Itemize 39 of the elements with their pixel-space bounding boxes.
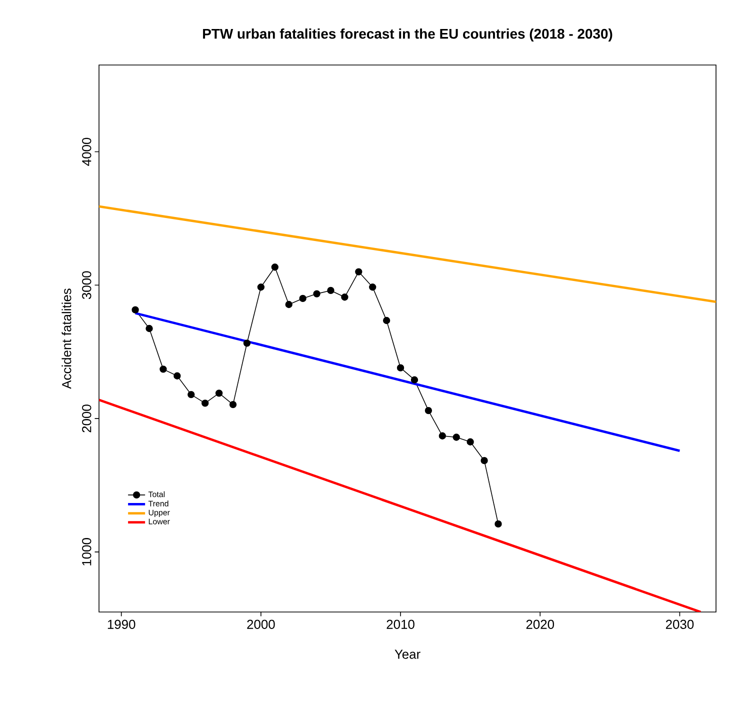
y-tick-label: 3000 (82, 271, 92, 300)
point (132, 306, 139, 314)
point (424, 406, 432, 414)
point (160, 366, 167, 373)
y-tick-label: 1000 (82, 538, 92, 566)
point (146, 324, 153, 332)
point (480, 456, 488, 464)
x-tick-label: 2010 (386, 620, 414, 629)
point (188, 390, 195, 398)
x-tick-label: 2000 (247, 620, 275, 629)
x-tick-label: 2030 (666, 620, 694, 629)
point (494, 520, 502, 528)
y-axis-title: Accident fatalities (62, 288, 72, 389)
point (341, 294, 348, 301)
point (202, 400, 209, 407)
point (466, 438, 474, 446)
x-tick-label: 1990 (108, 620, 136, 629)
point (271, 264, 278, 271)
point (243, 340, 251, 347)
point (410, 376, 418, 384)
point (452, 434, 460, 441)
x-axis-title: Year (394, 650, 420, 659)
point (174, 372, 181, 380)
point (382, 316, 390, 324)
point (229, 400, 237, 408)
chart-title: PTW urban fatalities forecast in the EU countries (2018 - 2030) (203, 28, 612, 42)
point (369, 284, 376, 291)
point (355, 268, 362, 276)
point (215, 390, 223, 397)
point (257, 284, 265, 291)
point (438, 432, 446, 440)
point (396, 364, 404, 372)
y-tick-label: 4000 (82, 138, 92, 166)
point (299, 294, 306, 302)
point (327, 286, 334, 294)
y-tick-label: 2000 (82, 404, 92, 432)
x-tick-label: 2020 (526, 620, 554, 629)
point (313, 290, 320, 298)
point (285, 300, 292, 308)
